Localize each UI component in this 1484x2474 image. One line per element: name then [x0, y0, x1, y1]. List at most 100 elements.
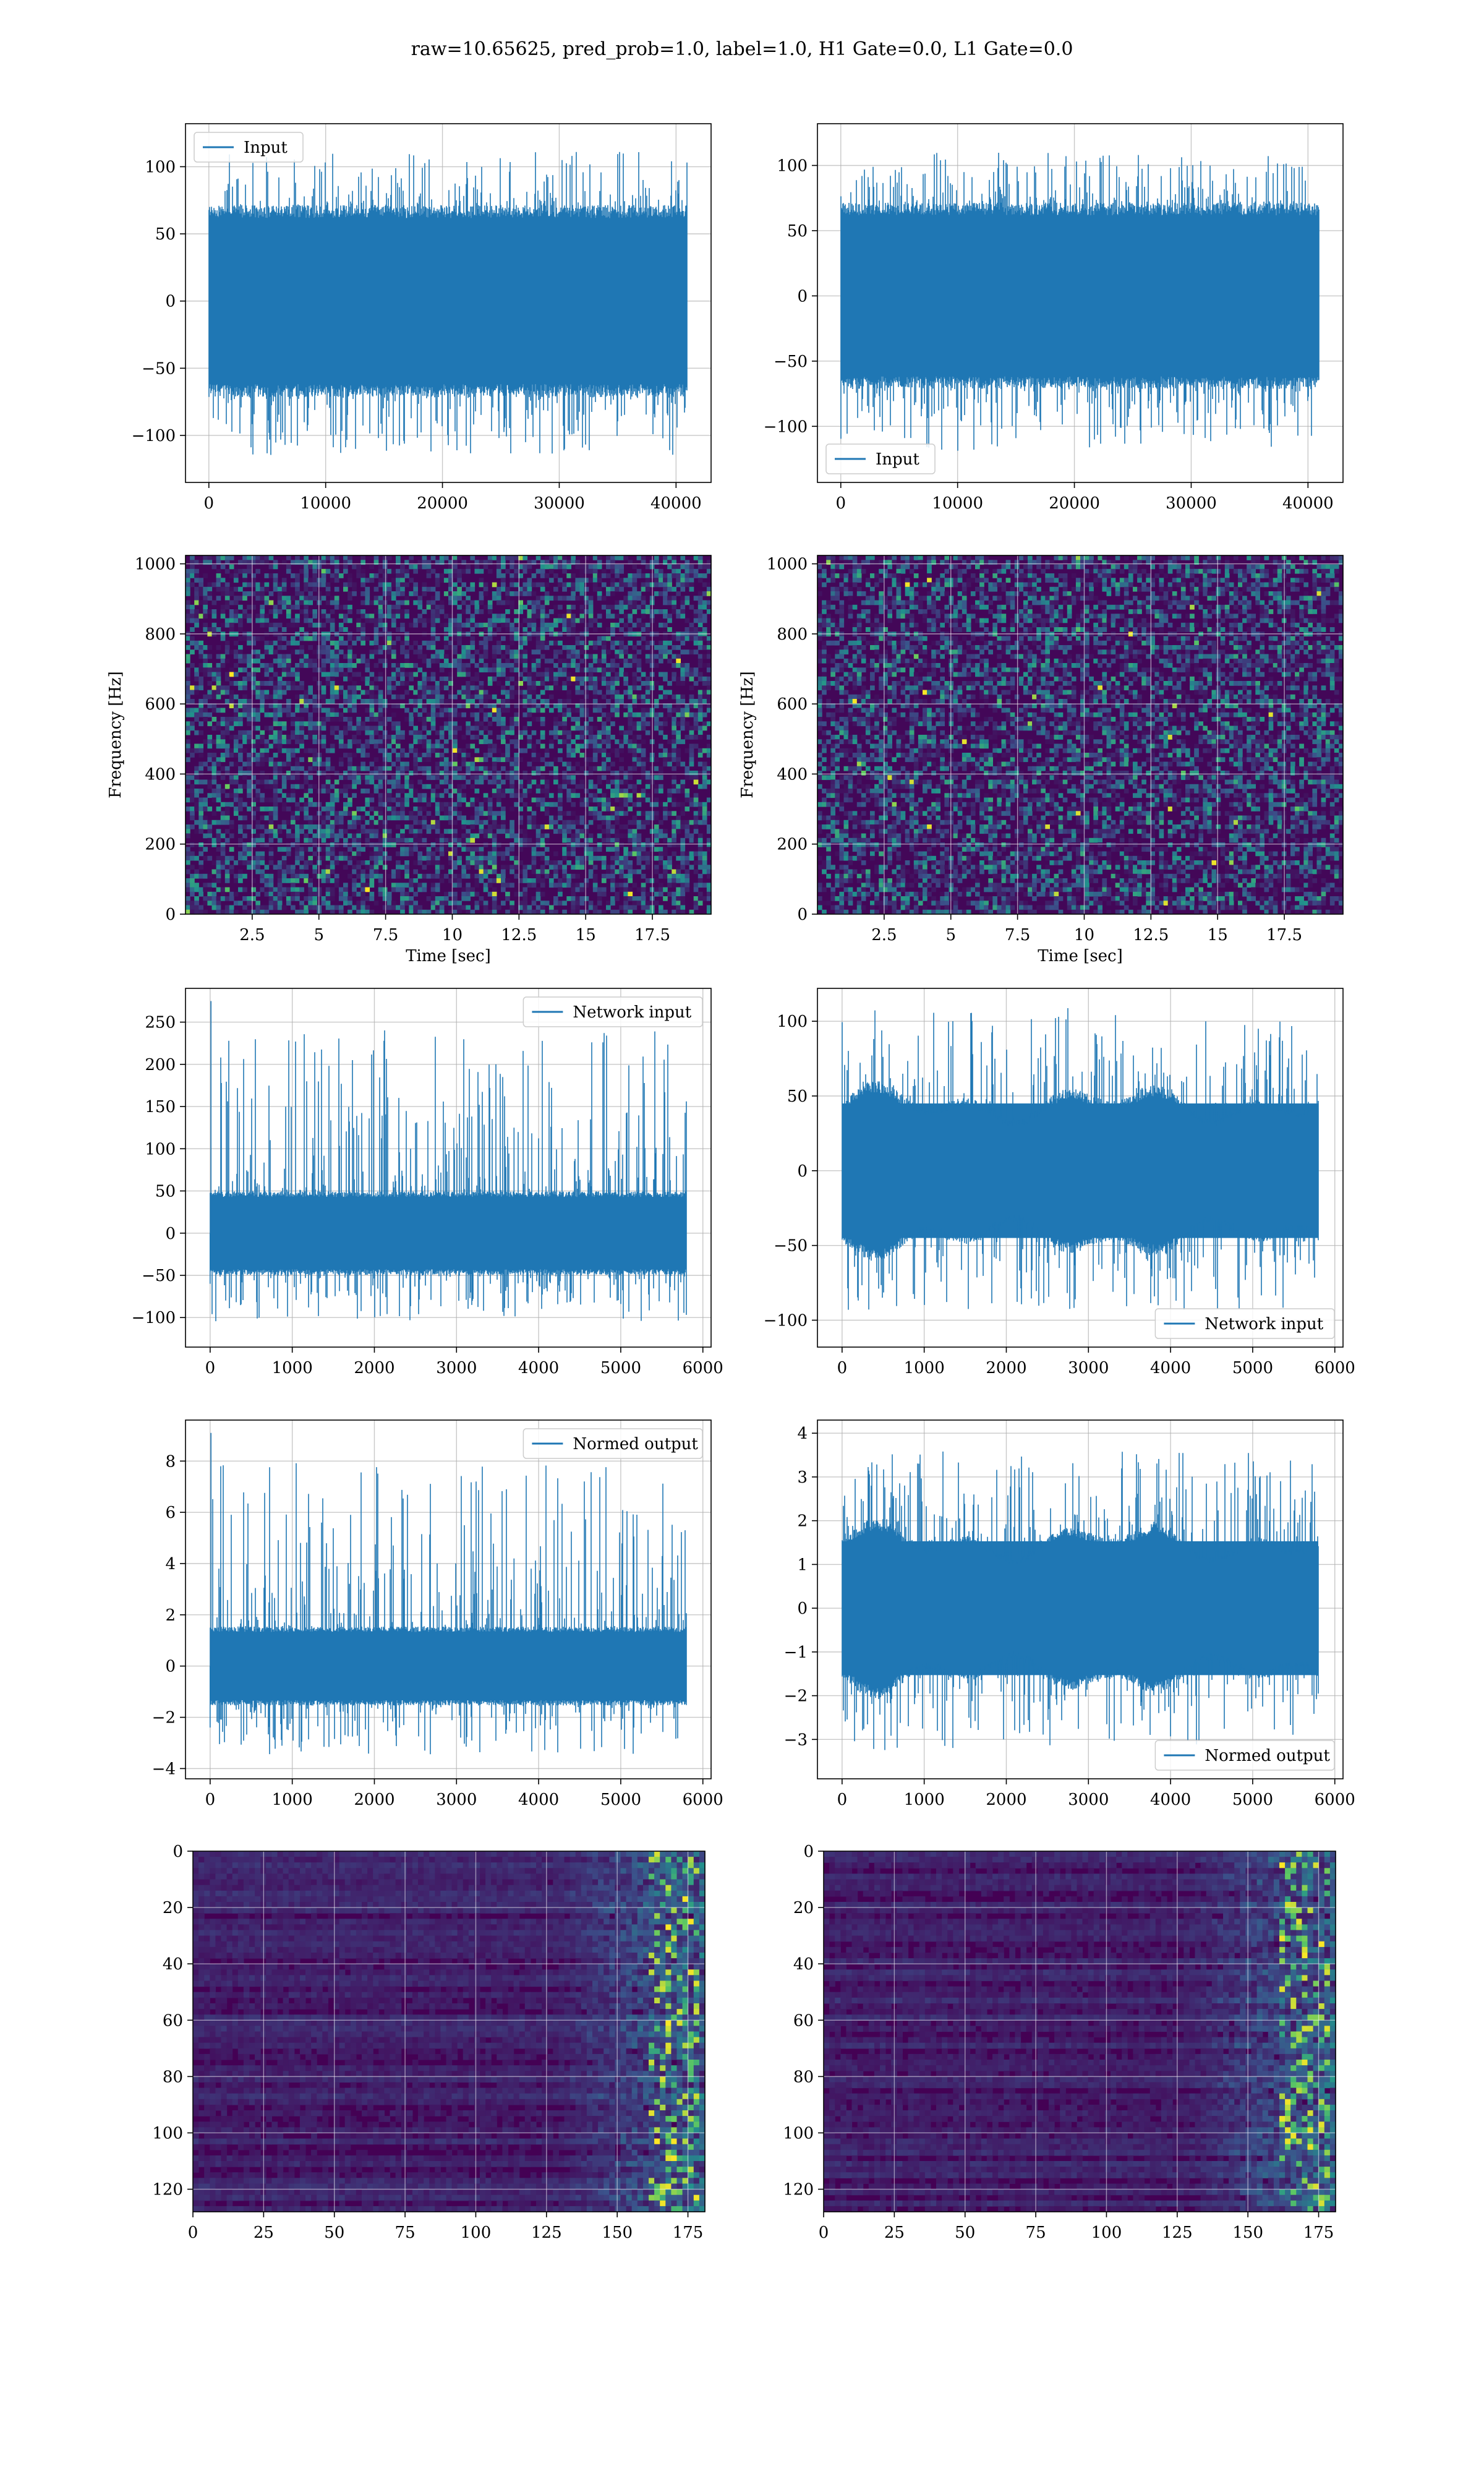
spectrogram-h1-panel: 2.5 5 7.5 10 12.5 15 17.502004006008001000Time…: [106, 555, 712, 965]
x-tick-label: 7.5: [373, 926, 398, 944]
x-tick-label: 125: [1162, 2224, 1193, 2242]
x-tick-label: 25: [884, 2224, 905, 2242]
legend-label: Input: [244, 139, 288, 157]
x-tick-label: 1000: [904, 1359, 945, 1377]
y-tick-label: 60: [793, 2011, 814, 2030]
y-tick-label: 0: [797, 905, 808, 924]
y-tick-label: 6: [165, 1504, 176, 1522]
x-tick-label: 5: [945, 926, 956, 944]
x-tick-label: 0: [836, 494, 846, 513]
y-tick-label: 400: [145, 765, 176, 784]
x-tick-label: 4000: [518, 1791, 559, 1809]
y-tick-label: 400: [777, 765, 808, 784]
x-tick-label: 4000: [1150, 1359, 1191, 1377]
y-tick-label: −100: [132, 427, 176, 445]
y-tick-label: 80: [793, 2068, 814, 2086]
x-tick-label: 5000: [600, 1791, 641, 1809]
legend-label: Network input: [1205, 1315, 1323, 1333]
y-tick-label: −50: [142, 1267, 176, 1285]
x-axis-label: Time [sec]: [406, 947, 491, 965]
x-tick-label: 20000: [417, 494, 468, 513]
y-axis-label: Frequency [Hz]: [106, 671, 125, 798]
y-axis-label: Frequency [Hz]: [738, 671, 757, 798]
y-tick-label: 0: [797, 1162, 808, 1181]
y-tick-label: 100: [152, 2124, 183, 2142]
y-tick-label: 0: [165, 1225, 176, 1243]
y-tick-label: 200: [145, 1056, 176, 1074]
x-tick-label: 0: [205, 1791, 216, 1809]
y-tick-label: 60: [163, 2011, 183, 2030]
y-tick-label: 3: [797, 1468, 808, 1487]
y-tick-label: −2: [784, 1687, 808, 1706]
x-tick-label: 15: [576, 926, 596, 944]
x-tick-label: 50: [324, 2224, 344, 2242]
y-tick-label: 600: [145, 695, 176, 714]
y-tick-label: −2: [152, 1709, 176, 1727]
y-tick-label: 600: [777, 695, 808, 714]
spectrogram-l1-panel: 2.5 5 7.5 10 12.5 15 17.502004006008001000Time…: [738, 555, 1344, 965]
x-tick-label: 7.5: [1005, 926, 1030, 944]
y-tick-label: 250: [145, 1014, 176, 1032]
y-tick-label: 100: [777, 156, 808, 175]
y-tick-label: −100: [764, 417, 808, 436]
y-tick-label: 100: [145, 158, 176, 177]
x-tick-label: 100: [1091, 2224, 1122, 2242]
y-tick-label: 1000: [767, 555, 808, 574]
legend-label: Network input: [573, 1003, 691, 1022]
x-tick-label: 150: [1232, 2224, 1263, 2242]
x-tick-label: 1000: [272, 1791, 313, 1809]
x-tick-label: 4000: [1150, 1791, 1191, 1809]
x-tick-label: 0: [837, 1791, 848, 1809]
x-tick-label: 17.5: [1266, 926, 1302, 944]
y-tick-label: 0: [797, 287, 808, 306]
y-tick-label: 20: [163, 1899, 183, 1917]
y-tick-label: −100: [132, 1309, 176, 1327]
y-tick-label: −50: [142, 359, 176, 378]
y-tick-label: 800: [145, 625, 176, 644]
normed-output-l1-panel: 0 1000 2000 3000 4000 5000 6000−3−2−101234Norm…: [784, 1420, 1355, 1809]
y-tick-label: −100: [764, 1312, 808, 1330]
y-tick-label: 100: [777, 1012, 808, 1031]
x-tick-label: 0: [188, 2224, 198, 2242]
y-tick-label: 0: [797, 1599, 808, 1618]
y-tick-label: 2: [797, 1512, 808, 1531]
x-tick-label: 10: [442, 926, 463, 944]
x-tick-label: 0: [819, 2224, 829, 2242]
y-tick-label: 120: [783, 2181, 814, 2199]
x-tick-label: 6000: [683, 1359, 723, 1377]
y-tick-label: 4: [165, 1555, 176, 1573]
y-tick-label: 20: [793, 1899, 814, 1917]
y-tick-label: 2: [165, 1606, 176, 1625]
x-tick-label: 2.5: [239, 926, 265, 944]
x-tick-label: 50: [955, 2224, 975, 2242]
x-tick-label: 5000: [1232, 1791, 1273, 1809]
x-tick-label: 175: [673, 2224, 704, 2242]
y-tick-label: 120: [152, 2181, 183, 2199]
y-tick-label: 0: [803, 1843, 814, 1861]
x-tick-label: 15: [1208, 926, 1228, 944]
x-tick-label: 0: [205, 1359, 216, 1377]
y-tick-label: −50: [774, 353, 808, 371]
x-tick-label: 1000: [272, 1359, 313, 1377]
x-tick-label: 6000: [1315, 1791, 1355, 1809]
x-tick-label: 75: [395, 2224, 416, 2242]
x-tick-label: 30000: [1166, 494, 1217, 513]
x-tick-label: 12.5: [1133, 926, 1169, 944]
network-input-h1-panel: 0 1000 2000 3000 4000 5000 6000−100−5005010015…: [132, 988, 723, 1377]
heatmap-cells: [817, 555, 1344, 915]
normed-output-h1-panel: 0 1000 2000 3000 4000 5000 6000−4−202468Normed…: [152, 1420, 723, 1809]
y-tick-label: 8: [165, 1452, 176, 1471]
x-tick-label: 100: [461, 2224, 492, 2242]
x-tick-label: 125: [531, 2224, 562, 2242]
y-tick-label: 4: [797, 1424, 808, 1443]
x-tick-label: 3000: [1068, 1359, 1109, 1377]
x-tick-label: 2.5: [871, 926, 897, 944]
y-tick-label: 100: [145, 1140, 176, 1158]
y-tick-label: 200: [145, 836, 176, 854]
x-tick-label: 175: [1303, 2224, 1334, 2242]
x-tick-label: 40000: [650, 494, 702, 513]
x-tick-label: 2000: [354, 1791, 394, 1809]
